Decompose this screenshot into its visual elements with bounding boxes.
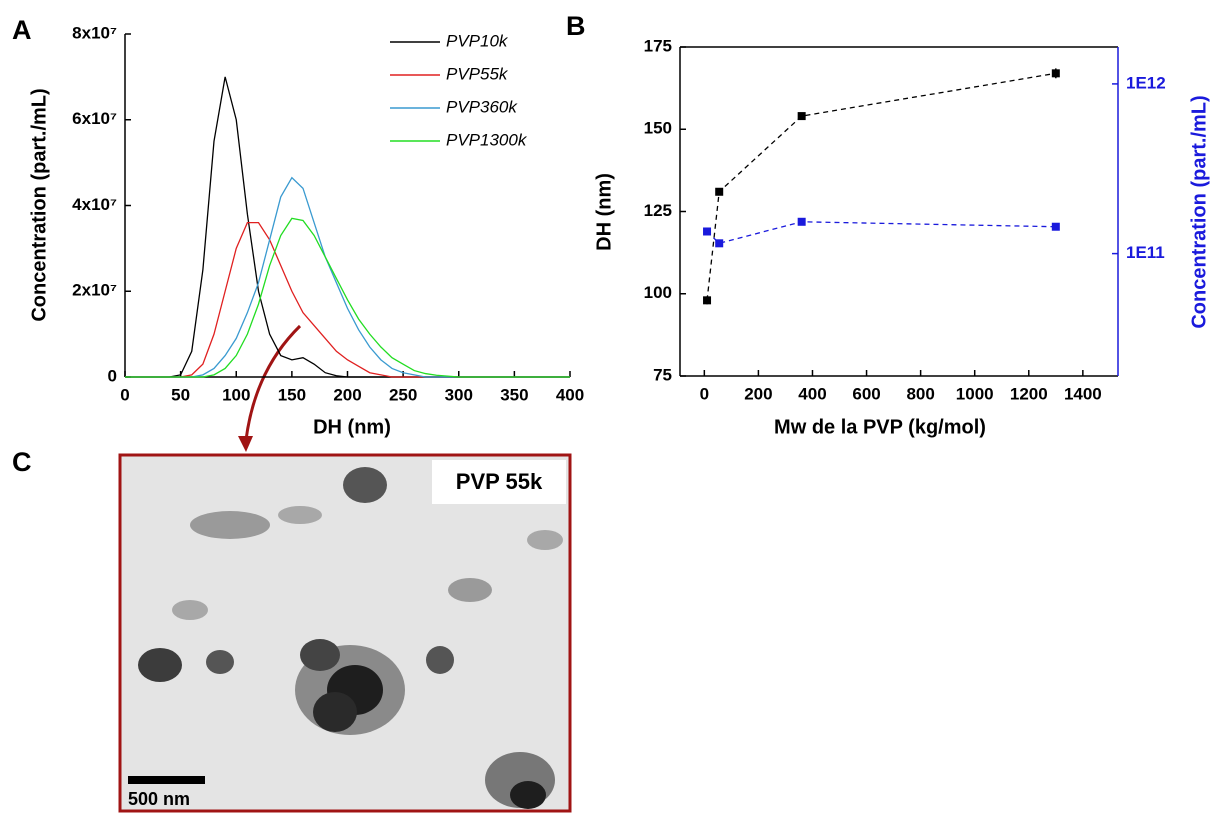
particle <box>300 639 340 671</box>
y-axis-title: Concentration (part./mL) <box>28 88 50 321</box>
particle <box>190 511 270 539</box>
y-tick-label: 0 <box>108 366 117 385</box>
x-tick-label: 1400 <box>1064 384 1102 403</box>
particle <box>206 650 234 674</box>
y-tick-label: 6x10⁷ <box>72 109 117 128</box>
micrograph: PVP 55k 500 nm <box>118 453 572 813</box>
x-tick-label: 800 <box>906 384 934 403</box>
arrow-head <box>238 436 253 452</box>
particle <box>426 646 454 674</box>
particle <box>510 781 546 809</box>
micrograph-label: PVP 55k <box>456 469 543 494</box>
series-line <box>125 217 570 378</box>
y-tick-label: 125 <box>644 201 672 220</box>
y-tick-label: 2x10⁷ <box>72 281 117 300</box>
marker <box>715 239 724 248</box>
y-tick-label: 150 <box>644 119 672 138</box>
x-tick-label: 250 <box>389 385 417 404</box>
x-tick-label: 600 <box>852 384 880 403</box>
y2-tick-label: 1E11 <box>1126 243 1165 262</box>
y-tick-label: 8x10⁷ <box>72 23 117 42</box>
particle <box>343 467 387 503</box>
series-line <box>706 72 1056 301</box>
marker <box>715 187 724 196</box>
marker <box>1051 222 1060 231</box>
marker <box>703 227 712 236</box>
y2-tick-label: 1E12 <box>1126 73 1166 92</box>
x-axis-title: DH (nm) <box>313 416 391 438</box>
scale-bar <box>128 776 205 784</box>
x-tick-label: 350 <box>500 385 528 404</box>
particle <box>527 530 563 550</box>
panel-label: A <box>12 15 32 45</box>
y-tick-label: 75 <box>653 365 672 384</box>
x-tick-label: 1200 <box>1010 384 1048 403</box>
series-line <box>706 221 1056 245</box>
scale-bar-label: 500 nm <box>128 789 190 809</box>
x-tick-label: 200 <box>333 385 361 404</box>
particle <box>138 648 182 682</box>
y2-axis-title: Concentration (part./mL) <box>1188 95 1210 328</box>
legend-label: PVP360k <box>446 97 518 116</box>
x-tick-label: 100 <box>222 385 250 404</box>
arrow <box>244 324 302 441</box>
particle <box>313 692 357 732</box>
particle <box>172 600 208 620</box>
x-tick-label: 400 <box>556 385 584 404</box>
marker <box>1051 69 1060 78</box>
micrograph-frame <box>118 453 572 813</box>
marker <box>797 112 806 121</box>
legend-label: PVP55k <box>446 64 509 83</box>
x-tick-label: 0 <box>120 385 129 404</box>
x-tick-label: 400 <box>798 384 826 403</box>
y-axis-title: DH (nm) <box>593 173 615 251</box>
label-box <box>432 460 566 504</box>
marker <box>797 217 806 226</box>
x-axis-title: Mw de la PVP (kg/mol) <box>774 416 986 438</box>
x-tick-label: 50 <box>171 385 190 404</box>
series-line <box>125 76 570 378</box>
panel-label: B <box>566 11 586 41</box>
micrograph-background <box>120 455 570 811</box>
particle <box>278 506 322 524</box>
x-tick-label: 300 <box>445 385 473 404</box>
x-tick-label: 200 <box>744 384 772 403</box>
y-tick-label: 175 <box>644 36 672 55</box>
legend-label: PVP1300k <box>446 130 528 149</box>
y-tick-label: 100 <box>644 283 672 302</box>
particle <box>448 578 492 602</box>
x-tick-label: 0 <box>700 384 709 403</box>
marker <box>703 296 712 305</box>
y-tick-label: 4x10⁷ <box>72 195 117 214</box>
legend-label: PVP10k <box>446 31 509 50</box>
x-tick-label: 1000 <box>956 384 994 403</box>
x-tick-label: 150 <box>278 385 306 404</box>
panel-label: C <box>12 447 32 477</box>
